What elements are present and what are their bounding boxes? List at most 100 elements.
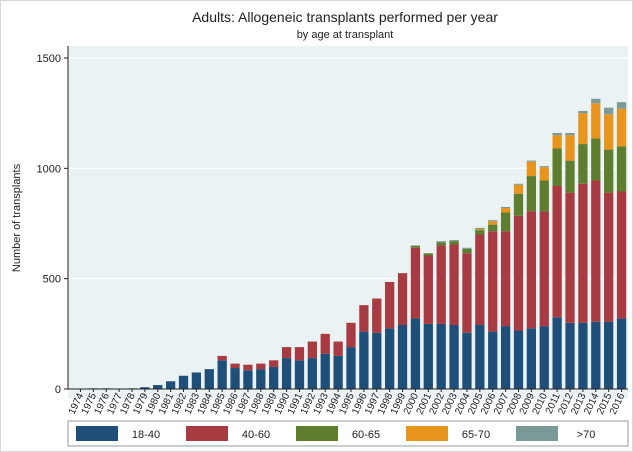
- bar-2009->70: [526, 160, 537, 162]
- bar-2006->70: [488, 220, 498, 222]
- bar-2004->70: [462, 247, 472, 249]
- y-tick-label: 500: [43, 274, 61, 286]
- bar-1994-40-60: [333, 341, 343, 356]
- legend-label: 18-40: [132, 429, 160, 441]
- bar-2009-60-65: [526, 176, 537, 212]
- bar-1992-40-60: [307, 341, 317, 359]
- bar-1987-40-60: [243, 364, 253, 371]
- bar-2007-65-70: [500, 208, 511, 213]
- bar-1991-18-40: [294, 360, 305, 389]
- bar-1993-18-40: [320, 353, 330, 389]
- bar-2004-18-40: [462, 332, 472, 389]
- bar-2005-60-65: [475, 230, 485, 235]
- bar-1989-18-40: [269, 366, 279, 389]
- bar-2011-65-70: [552, 135, 562, 149]
- y-tick-label: 0: [55, 384, 61, 396]
- x-tick-labels: 1974197519761977197819791980198119821983…: [67, 389, 627, 416]
- bar-2016->70: [616, 102, 627, 109]
- y-tick-label: 1000: [37, 163, 61, 175]
- bar-1990-40-60: [281, 347, 292, 359]
- bar-2014->70: [591, 98, 601, 104]
- bar-2015-18-40: [604, 321, 614, 389]
- bar-2006-18-40: [488, 331, 498, 389]
- bar-2005->70: [475, 227, 485, 230]
- bar-2016-60-65: [616, 146, 627, 192]
- bar-2016-65-70: [616, 108, 627, 147]
- bar-2009-40-60: [526, 211, 537, 329]
- bar-1997-40-60: [372, 298, 382, 333]
- bar-2009-65-70: [526, 161, 537, 177]
- bar-2002-18-40: [436, 323, 446, 389]
- bar-2007-60-65: [500, 212, 511, 232]
- bar-2003->70: [449, 240, 459, 242]
- bar-2013->70: [578, 110, 588, 114]
- bar-1995-18-40: [346, 347, 356, 389]
- bar-2015-60-65: [604, 149, 614, 193]
- y-axis-label: Number of transplants: [11, 163, 23, 272]
- bar-2010-40-60: [539, 211, 549, 327]
- bar-2015->70: [604, 107, 614, 115]
- bar-2016-40-60: [616, 191, 627, 319]
- bar-2013-60-65: [578, 144, 588, 184]
- bar-2014-18-40: [591, 321, 601, 389]
- bar-2010-18-40: [539, 326, 549, 389]
- bar-2010-60-65: [539, 180, 549, 212]
- legend-swatch-60-65: [296, 426, 338, 441]
- bar-2000-40-60: [410, 247, 421, 319]
- legend-swatch-65-70: [406, 426, 448, 441]
- bar-1981-18-40: [165, 381, 176, 389]
- bar-2015-40-60: [604, 192, 614, 322]
- bar-1979-18-40: [140, 387, 150, 389]
- bar-2012-18-40: [565, 322, 575, 389]
- bar-2008-60-65: [513, 193, 524, 216]
- y-tick-label: 1500: [37, 53, 61, 65]
- bar-1988-18-40: [256, 369, 266, 389]
- bar-2014-60-65: [591, 138, 601, 181]
- bar-1984-18-40: [204, 369, 214, 389]
- bars: [75, 98, 627, 390]
- bar-2014-65-70: [591, 103, 601, 139]
- bar-2006-40-60: [488, 231, 498, 332]
- bar-2005-40-60: [475, 234, 485, 326]
- bar-2011-40-60: [552, 185, 562, 318]
- bar-2013-65-70: [578, 113, 588, 145]
- bar-2000-18-40: [410, 318, 421, 389]
- bar-2005-65-70: [475, 229, 485, 231]
- bar-2002-60-65: [436, 242, 446, 246]
- bar-2011-18-40: [552, 317, 562, 389]
- bar-2007->70: [500, 206, 511, 209]
- bar-1989-40-60: [269, 360, 279, 367]
- bar-2007-18-40: [500, 326, 511, 389]
- bar-2002-40-60: [436, 245, 446, 324]
- bar-1988-40-60: [256, 363, 266, 370]
- bar-2012-65-70: [565, 135, 575, 161]
- bar-1993-40-60: [320, 333, 330, 354]
- bar-1985-18-40: [217, 360, 227, 389]
- bar-2000-60-65: [410, 245, 421, 248]
- bar-1992-18-40: [307, 358, 317, 389]
- bar-2001-60-65: [423, 253, 433, 256]
- bar-2009-18-40: [526, 328, 537, 389]
- bar-1982-18-40: [178, 375, 189, 389]
- legend: 18-40 40-60 60-65 65-70 >70: [67, 420, 629, 447]
- legend-label: 60-65: [352, 429, 380, 441]
- bar-2001-18-40: [423, 323, 433, 389]
- bar-1991-40-60: [294, 347, 305, 361]
- bar-2003-18-40: [449, 325, 459, 389]
- bar-2011->70: [552, 133, 562, 136]
- bar-2012-40-60: [565, 192, 575, 323]
- bar-2014-40-60: [591, 180, 601, 322]
- bar-2013-18-40: [578, 322, 588, 389]
- bar-1996-40-60: [359, 305, 369, 332]
- bar-1997-18-40: [372, 332, 382, 389]
- bar-2012-60-65: [565, 160, 575, 193]
- bar-1987-18-40: [243, 370, 253, 389]
- bar-2016-18-40: [616, 318, 627, 389]
- bar-2006-60-65: [488, 224, 498, 232]
- legend-swatch-40-60: [186, 426, 228, 441]
- bar-2008-65-70: [513, 184, 524, 194]
- chart-title: Adults: Allogeneic transplants performed…: [192, 9, 498, 25]
- legend-label: >70: [577, 429, 596, 441]
- bar-2006-65-70: [488, 221, 498, 225]
- bar-1985-40-60: [217, 355, 227, 361]
